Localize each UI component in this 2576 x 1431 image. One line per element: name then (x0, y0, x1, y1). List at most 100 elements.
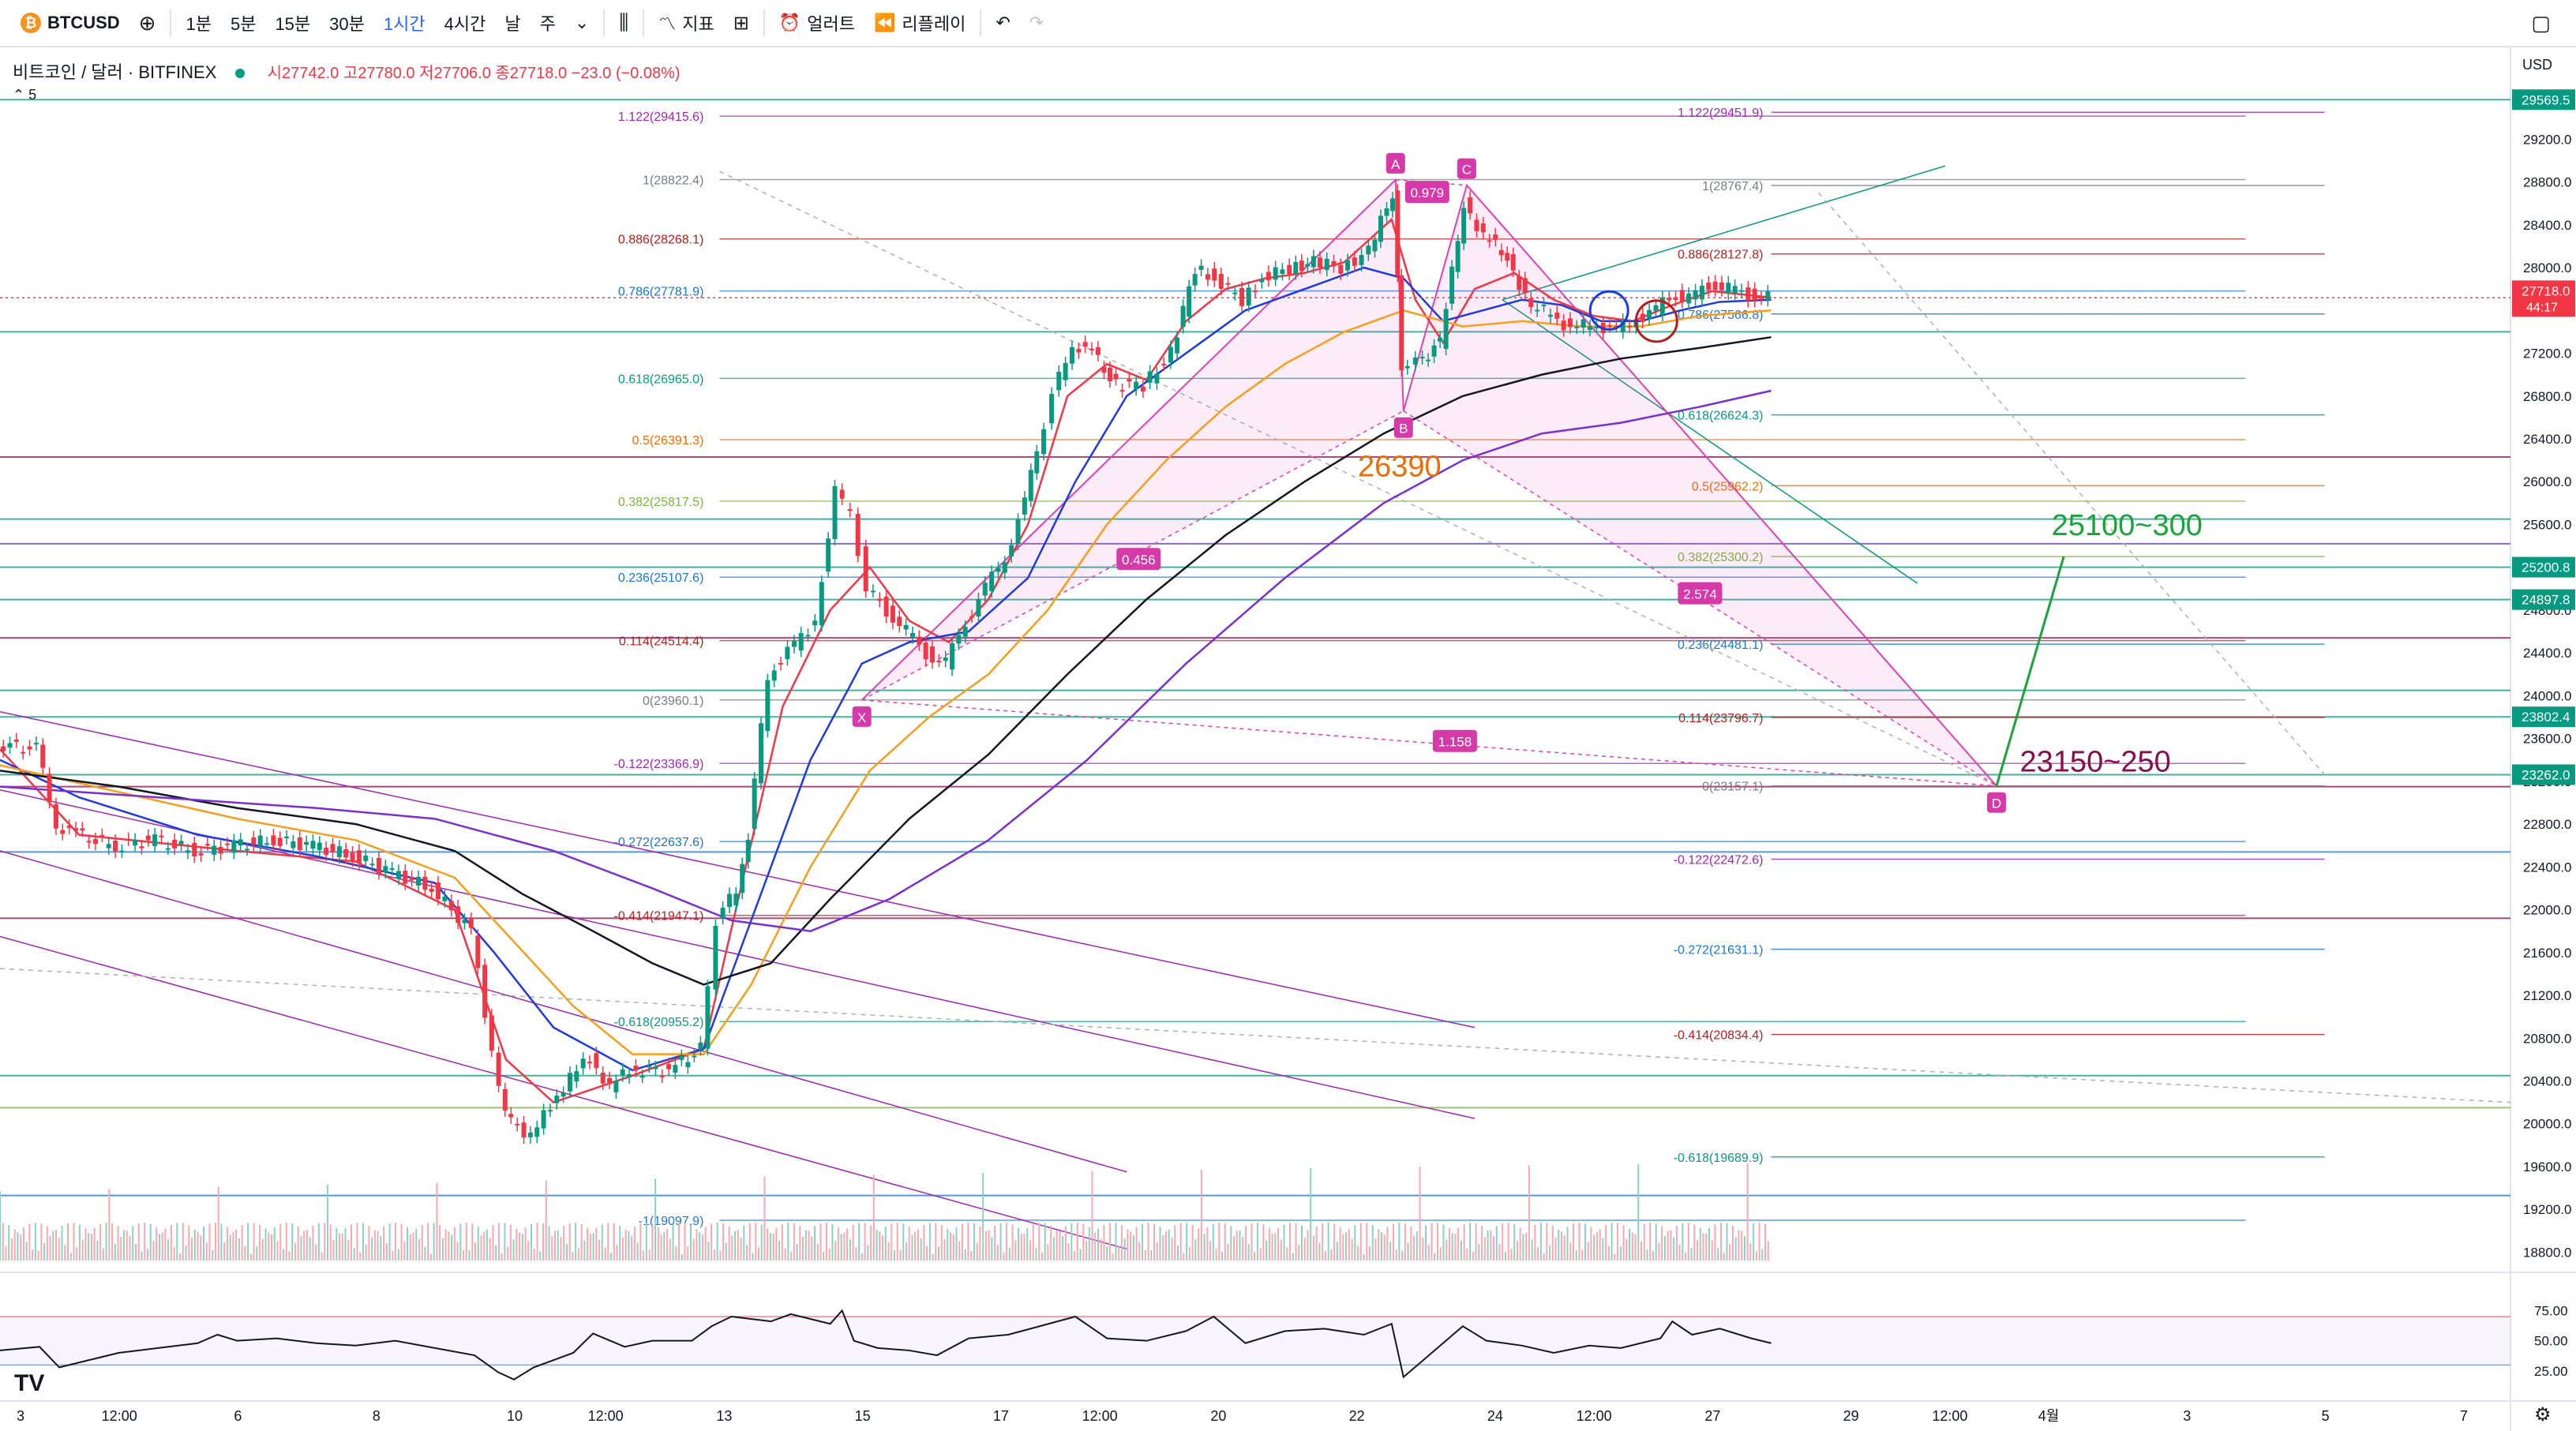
candle-body (80, 828, 85, 831)
candle-body (1541, 304, 1547, 306)
harmonic-point-badge (1393, 417, 1413, 438)
candle-body (863, 546, 868, 592)
candle-body (574, 1071, 579, 1082)
rewind-icon: ⏪ (873, 13, 896, 32)
candle-body (1359, 255, 1364, 265)
currency-label[interactable]: USD (2522, 57, 2553, 73)
x-tick-label: 27 (1704, 1408, 1720, 1424)
trend-line (0, 968, 2511, 1103)
candle-body (1076, 349, 1082, 353)
y-tick-label: 22000.0 (2523, 903, 2571, 918)
rsi-tick-label: 75.00 (2534, 1303, 2568, 1318)
candle-body (1022, 497, 1027, 515)
candle-body (1607, 324, 1613, 327)
ma-line-2 (0, 309, 1772, 1055)
y-tick-label: 22400.0 (2523, 860, 2571, 875)
current-price-label: 27718.0 (2522, 283, 2570, 298)
candle-body (805, 635, 811, 637)
candle-body (369, 863, 375, 866)
candle-body (297, 837, 302, 851)
candle-body (950, 643, 955, 670)
candle-body (172, 839, 178, 848)
candle-body (1, 746, 6, 751)
interval-6[interactable]: 날 (504, 14, 521, 34)
divider (643, 9, 645, 36)
candle-body (448, 901, 454, 911)
top-toolbar: ₿ BTCUSD ⊕ 1분 5분 15분 30분 1시간 4시간 날 주 ⌄ ⫼ 〽 지표 ⊞ ⏰… (0, 0, 2576, 47)
candle-body (1574, 326, 1580, 328)
fullscreen-button[interactable]: ▢ (2522, 0, 2560, 47)
redo-icon: ↷ (1029, 13, 1044, 32)
candle-body (923, 642, 928, 660)
candle-body (284, 836, 290, 838)
fib-left-label: 0.886(28268.1) (618, 234, 704, 247)
chart-legend: 비트코인 / 달러 · BITFINEX 시27742.0 고27780.0 저… (13, 58, 681, 84)
candle-body (1752, 288, 1757, 301)
candle-body (1412, 357, 1418, 365)
fib-left-label: 0.114(24514.4) (619, 635, 703, 649)
chevron-up-icon: ⌃ (13, 87, 25, 103)
y-tick-label: 26800.0 (2523, 389, 2571, 404)
candle-body (1366, 245, 1371, 255)
add-symbol-button[interactable]: ⊕ (129, 0, 166, 47)
candle-body (1041, 429, 1047, 455)
harmonic-point-D: D (1992, 796, 2001, 811)
candle-body (1522, 278, 1528, 294)
harmonic-point-X: X (857, 710, 866, 725)
fib-left-label: 1(28822.4) (643, 174, 703, 188)
candle-body (1009, 545, 1014, 556)
candle-body (561, 1092, 566, 1097)
y-tick-label: 19200.0 (2523, 1202, 2571, 1217)
interval-1[interactable]: 5분 (230, 14, 257, 34)
candle-body (1147, 371, 1153, 383)
candle-body (139, 846, 144, 848)
legend-collapse[interactable]: ⌃ 5 (13, 87, 36, 103)
candle-body (962, 627, 968, 637)
candle-body (271, 835, 276, 845)
candle-body (145, 835, 151, 841)
indicators-button[interactable]: 〽 지표 (649, 0, 724, 47)
candle-body (1547, 314, 1553, 317)
candle-body (1686, 293, 1692, 304)
axis-price-badge (2512, 706, 2575, 728)
candle-body (1280, 269, 1285, 275)
candle-body (1352, 257, 1357, 266)
chart-type-button[interactable]: ⫼ (609, 0, 638, 47)
x-tick-label: 22 (1349, 1408, 1365, 1424)
harmonic-ratio-badge (1678, 582, 1723, 605)
candle-body (1154, 373, 1160, 384)
interval-0[interactable]: 1분 (186, 14, 212, 34)
y-tick-label: 26000.0 (2523, 474, 2571, 489)
candle-body (679, 1055, 684, 1060)
symbol-selector[interactable]: ₿ BTCUSD (11, 0, 129, 47)
undo-button[interactable]: ↶ (986, 0, 1019, 47)
candle-body (1034, 451, 1040, 474)
alert-button[interactable]: ⏰ 얼러트 (770, 0, 864, 47)
candle-body (765, 680, 771, 732)
current-price-countdown: 44:17 (2526, 301, 2558, 314)
candle-body (1431, 345, 1437, 357)
interval-2[interactable]: 15분 (275, 14, 311, 34)
candle-body (152, 834, 158, 846)
y-tick-label: 29200.0 (2523, 132, 2571, 147)
candle-body (416, 876, 421, 886)
y-tick-label: 18800.0 (2523, 1245, 2571, 1260)
candle-body (1561, 320, 1566, 331)
interval-dropdown[interactable]: ⌄ (565, 0, 598, 47)
interval-4[interactable]: 1시간 (383, 14, 426, 34)
candle-body (1253, 290, 1258, 293)
candle-body (343, 848, 349, 858)
interval-7[interactable]: 주 (539, 14, 556, 34)
layouts-button[interactable]: ⊞ (724, 0, 759, 47)
interval-5[interactable]: 4시간 (444, 14, 486, 34)
candle-body (1480, 223, 1486, 233)
redo-button[interactable]: ↷ (1020, 0, 1053, 47)
candle-body (627, 1073, 632, 1077)
replay-button[interactable]: ⏪ 리플레이 (864, 0, 975, 47)
fib-left-label: 0.618(26965.0) (618, 373, 704, 386)
indicators-label: 지표 (682, 14, 714, 34)
candle-body (600, 1073, 606, 1084)
x-tick-label: 12:00 (1082, 1408, 1118, 1424)
interval-3[interactable]: 30분 (329, 14, 365, 34)
